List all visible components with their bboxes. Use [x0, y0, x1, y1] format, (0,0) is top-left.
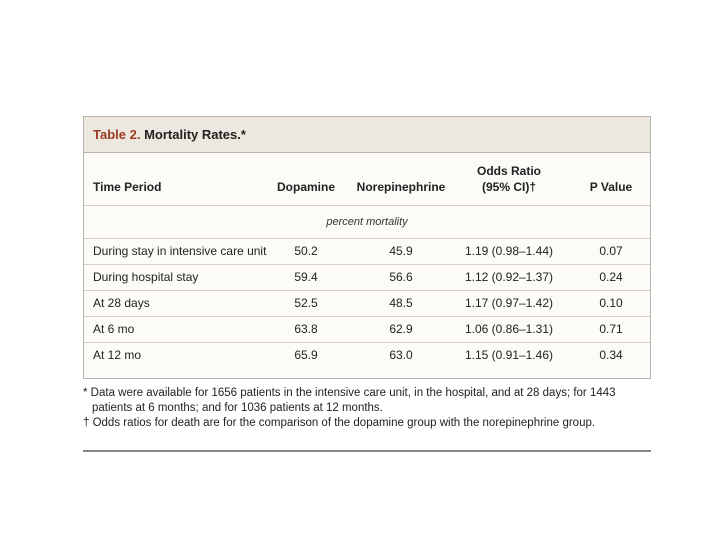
data-cell: 1.06 (0.86–1.31) — [464, 322, 554, 336]
row-label: At 12 mo — [93, 348, 142, 362]
column-header: Time Period — [93, 180, 162, 194]
column-header: (95% CI)† — [481, 180, 537, 194]
column-header: Dopamine — [276, 180, 336, 194]
footnote: * Data were available for 1656 patients … — [83, 387, 616, 414]
table-title-bar: Table 2. Mortality Rates.* — [84, 117, 650, 153]
data-cell: 1.12 (0.92–1.37) — [464, 270, 554, 284]
data-cell: 50.2 — [294, 244, 318, 258]
table-title: Mortality Rates.* — [144, 127, 246, 142]
row-label: During hospital stay — [93, 270, 199, 284]
column-header: P Value — [589, 180, 633, 194]
data-cell: 1.15 (0.91–1.46) — [464, 348, 554, 362]
data-cell: 1.17 (0.97–1.42) — [464, 296, 554, 310]
data-cell: 52.5 — [294, 296, 318, 310]
footnote: † Odds ratios for death are for the comp… — [83, 417, 596, 429]
row-rule — [84, 342, 650, 343]
data-cell: 45.9 — [389, 244, 413, 258]
column-header: Odds Ratio — [476, 164, 542, 178]
table: Table 2. Mortality Rates.* percent morta… — [83, 116, 651, 379]
data-cell: 0.71 — [599, 322, 623, 336]
row-rule — [84, 316, 650, 317]
row-rule — [84, 264, 650, 265]
header-rule — [84, 205, 650, 206]
data-cell: 0.10 — [599, 296, 623, 310]
data-cell: 48.5 — [389, 296, 413, 310]
data-cell: 1.19 (0.98–1.44) — [464, 244, 554, 258]
row-rule — [84, 238, 650, 239]
data-cell: 59.4 — [294, 270, 318, 284]
footnotes: * Data were available for 1656 patients … — [83, 386, 651, 431]
data-cell: 65.9 — [294, 348, 318, 362]
bottom-rule — [83, 450, 651, 452]
data-cell: 0.34 — [599, 348, 623, 362]
table-label: Table 2. — [93, 127, 141, 142]
row-rule — [84, 290, 650, 291]
data-cell: 0.07 — [599, 244, 623, 258]
data-cell: 0.24 — [599, 270, 623, 284]
data-cell: 56.6 — [389, 270, 413, 284]
unit-note: percent mortality — [326, 216, 408, 228]
row-label: At 28 days — [93, 296, 150, 310]
row-label: During stay in intensive care unit — [93, 244, 267, 258]
data-cell: 63.8 — [294, 322, 318, 336]
data-cell: 63.0 — [389, 348, 413, 362]
data-cell: 62.9 — [389, 322, 413, 336]
column-header: Norepinephrine — [356, 180, 446, 194]
row-label: At 6 mo — [93, 322, 135, 336]
